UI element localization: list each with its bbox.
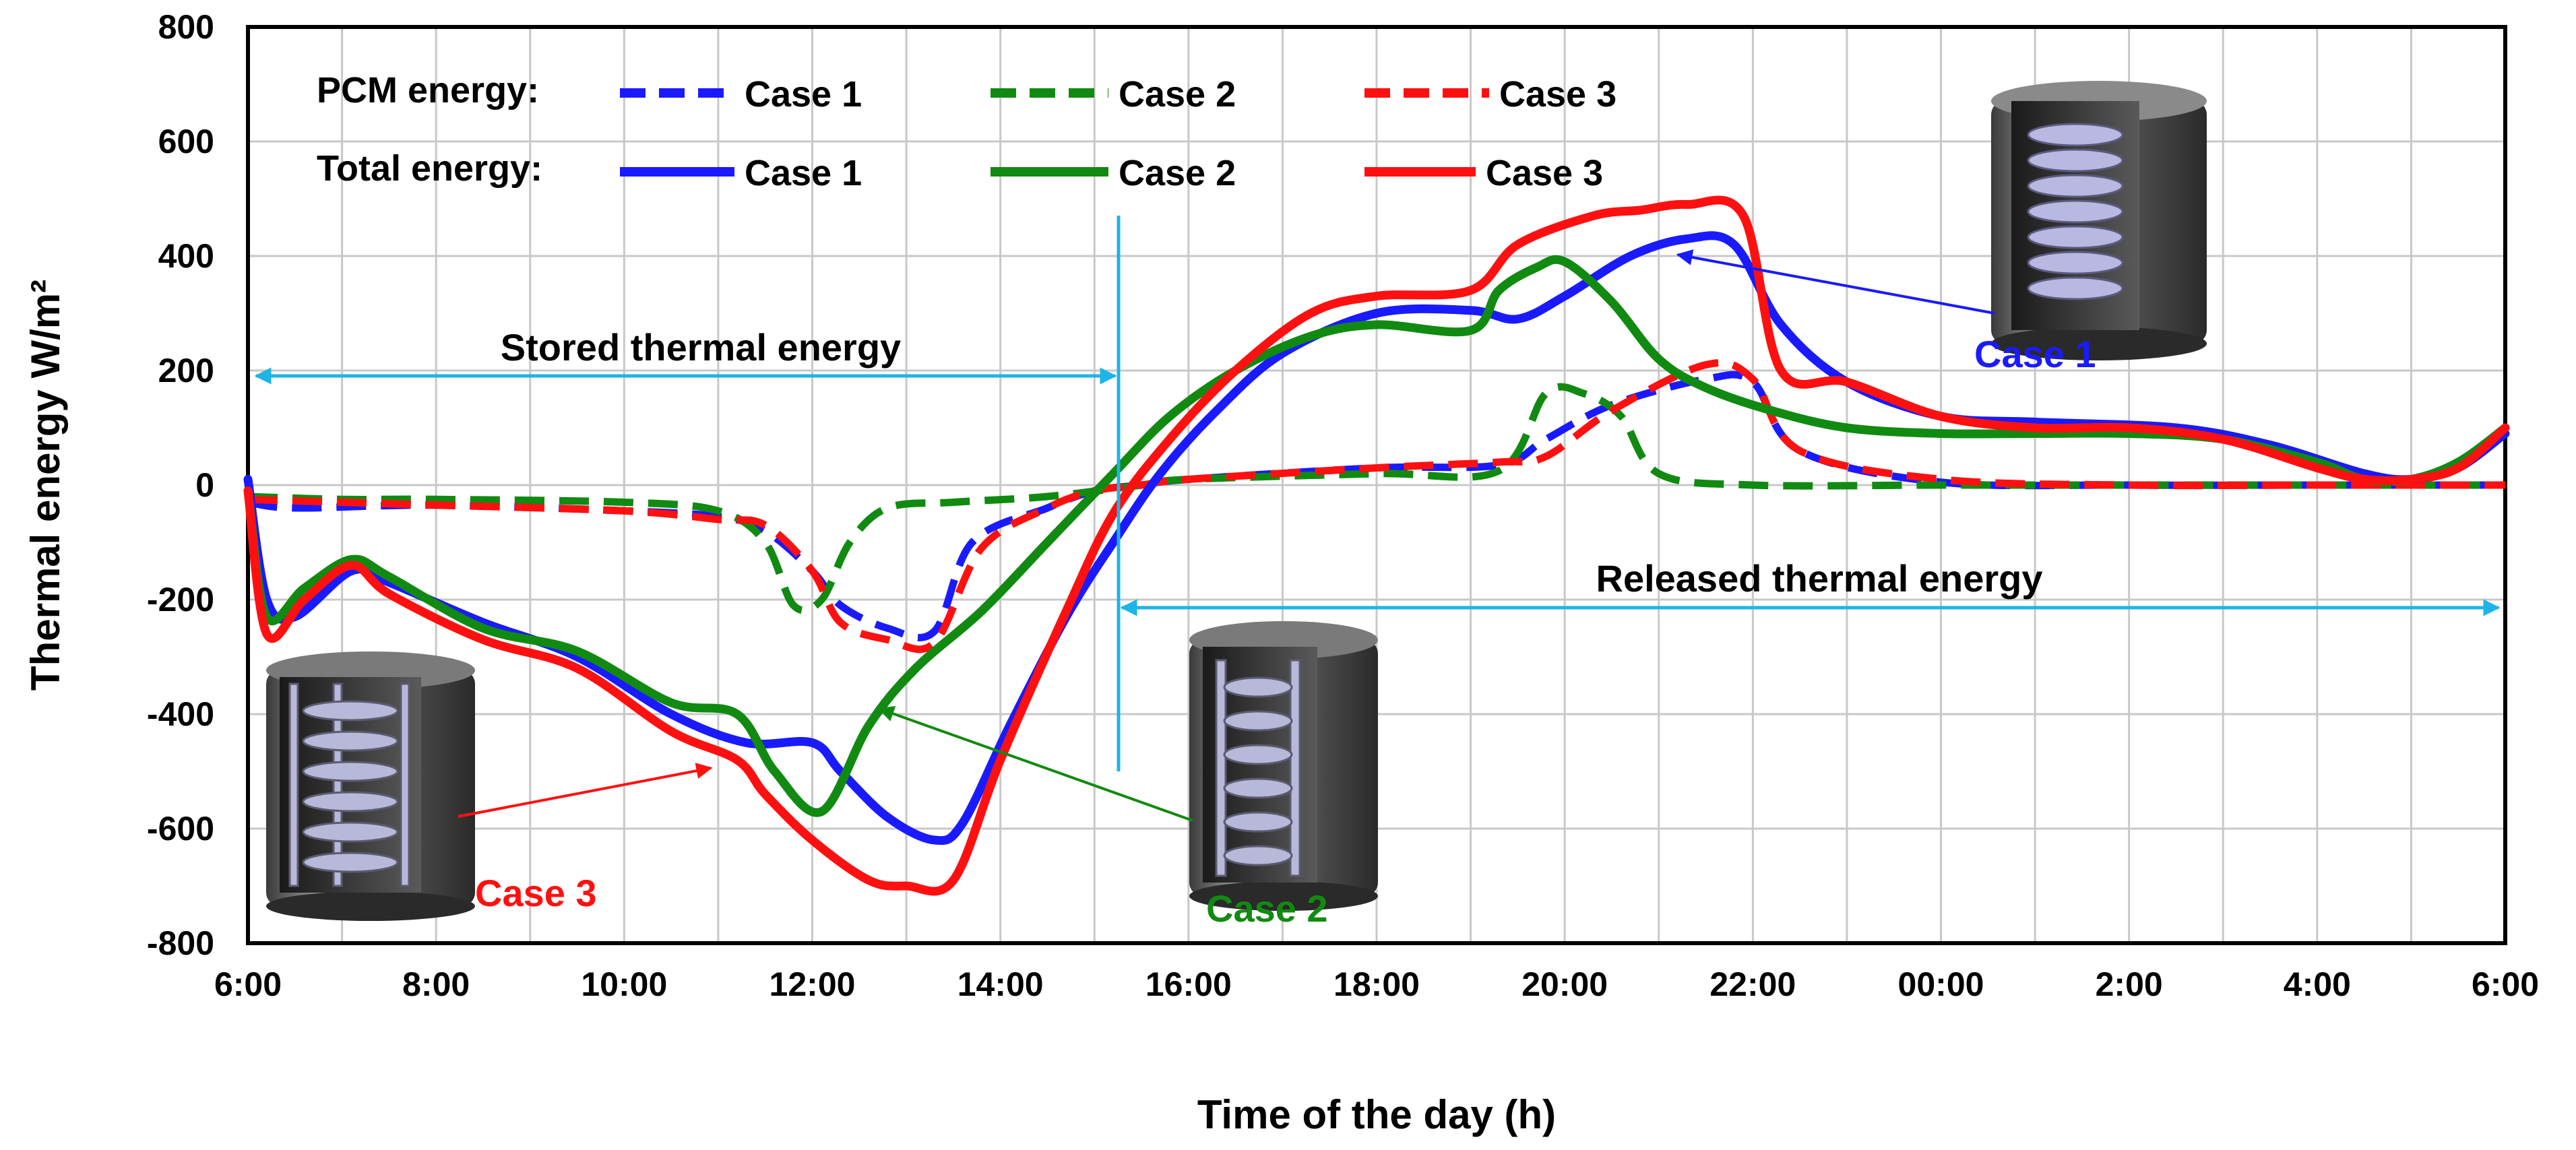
case1-callout-label: Case 1: [1974, 333, 2096, 375]
y-tick-label: -600: [147, 810, 214, 848]
x-tick-label: 2:00: [2096, 965, 2163, 1003]
released-energy-label: Released thermal energy: [1596, 557, 2043, 600]
y-axis-title: Thermal energy W/m²: [23, 280, 68, 691]
legend-pcm-case1: Case 1: [745, 74, 862, 115]
stored-energy-label: Stored thermal energy: [501, 326, 901, 369]
series-line-pcm-energy-case-3: [247, 359, 2505, 653]
y-tick-label: 200: [158, 352, 214, 389]
y-tick-label: -400: [147, 695, 214, 733]
y-tick-label: -800: [147, 924, 214, 962]
x-tick-label: 00:00: [1898, 965, 1984, 1003]
series-line-total-energy-case-1: [243, 231, 2510, 845]
x-tick-label: 8:00: [402, 965, 470, 1003]
case1-callout-arrow: [1676, 249, 1995, 315]
x-tick-label: 6:00: [2472, 965, 2539, 1003]
series-lines: [243, 195, 2510, 896]
x-tick-label: 20:00: [1521, 965, 1608, 1003]
legend-pcm-case3: Case 3: [1499, 74, 1616, 115]
case3-callout-label: Case 3: [475, 872, 597, 914]
x-tick-label: 16:00: [1145, 965, 1232, 1003]
y-tick-label: 600: [158, 123, 214, 160]
case2-callout-label: Case 2: [1206, 887, 1328, 930]
x-tick-label: 6:00: [214, 965, 282, 1003]
legend: PCM energy: Total energy: Case 1 Case 2 …: [317, 70, 1616, 193]
series-line-total-energy-case-3: [243, 195, 2510, 896]
legend-pcm-case2: Case 2: [1119, 74, 1236, 115]
case3-callout-arrow: [458, 763, 713, 818]
x-tick-label: 10:00: [581, 965, 667, 1003]
x-tick-label: 22:00: [1709, 965, 1796, 1003]
y-tick-label: -200: [147, 581, 214, 618]
legend-total-label: Total energy:: [317, 148, 542, 189]
x-tick-label: 14:00: [957, 965, 1044, 1003]
legend-total-case2: Case 2: [1119, 153, 1236, 193]
legend-total-case1: Case 1: [745, 153, 862, 193]
x-tick-label: 18:00: [1333, 965, 1420, 1003]
x-tick-label: 4:00: [2284, 965, 2351, 1003]
y-tick-labels: 800 600 400 200 0 -200 -400 -600 -800: [147, 8, 214, 962]
x-axis-title: Time of the day (h): [1197, 1092, 1556, 1137]
case2-cylinder-illustration: [1189, 621, 1378, 911]
x-tick-label: 12:00: [769, 965, 856, 1003]
series-line-pcm-energy-case-2: [247, 383, 2505, 614]
legend-total-case3: Case 3: [1486, 153, 1603, 193]
case2-callout-arrow: [877, 705, 1193, 822]
series-line-total-energy-case-2: [243, 255, 2510, 817]
legend-pcm-label: PCM energy:: [317, 70, 539, 110]
x-tick-labels: 6:00 8:00 10:00 12:00 14:00 16:00 18:00 20:00 22…: [214, 965, 2539, 1003]
y-tick-label: 800: [158, 8, 214, 46]
case1-cylinder-illustration: [1991, 81, 2207, 360]
y-tick-label: 0: [195, 466, 214, 504]
case3-cylinder-illustration: [266, 651, 475, 921]
y-tick-label: 400: [158, 237, 214, 275]
